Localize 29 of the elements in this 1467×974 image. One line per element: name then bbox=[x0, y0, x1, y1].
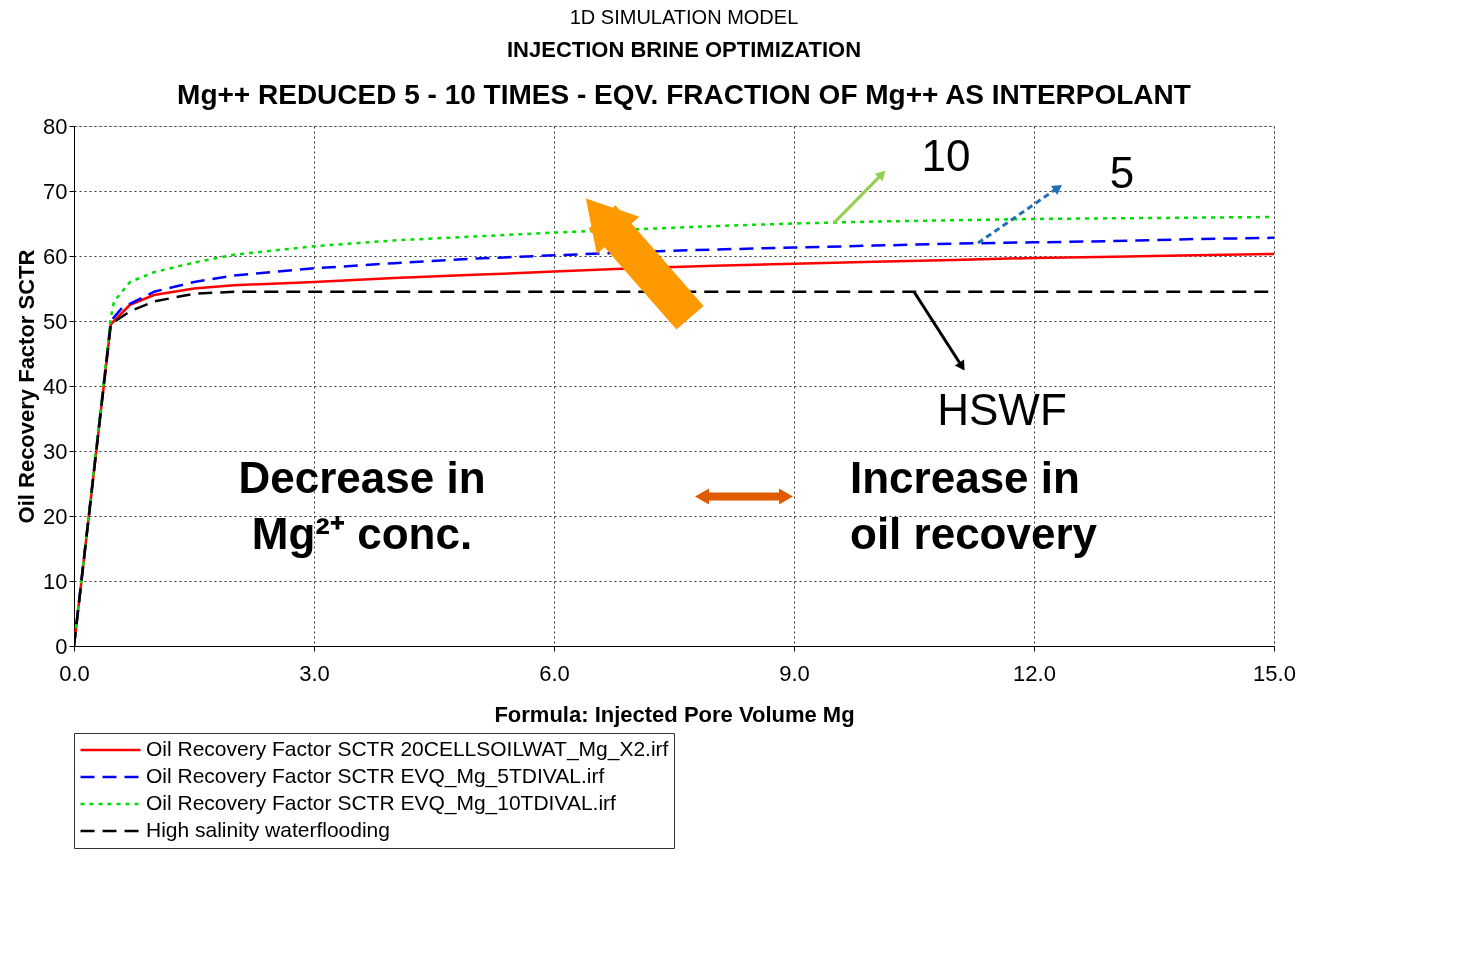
y-tick-label: 30 bbox=[43, 438, 68, 464]
x-tick-label: 0.0 bbox=[59, 660, 90, 686]
legend-label: High salinity waterflooding bbox=[146, 818, 390, 841]
y-tick-label: 60 bbox=[43, 243, 68, 269]
annotation: 5 bbox=[1109, 147, 1135, 197]
annotation: Increase in oil recovery bbox=[850, 453, 1098, 559]
x-tick-label: 6.0 bbox=[539, 660, 570, 686]
y-tick-label: 80 bbox=[43, 113, 68, 139]
x-tick-label: 15.0 bbox=[1253, 660, 1296, 686]
annotation: Decrease in Mg²⁺ conc. bbox=[238, 453, 486, 559]
chart-title: 1D SIMULATION MODEL bbox=[569, 6, 799, 28]
y-tick-label: 50 bbox=[43, 308, 68, 334]
y-tick-label: 40 bbox=[43, 373, 68, 399]
legend-label: Oil Recovery Factor SCTR 20CELLSOILWAT_Mg_X2.irf bbox=[146, 737, 669, 761]
y-tick-label: 70 bbox=[43, 178, 68, 204]
y-tick-label: 0 bbox=[55, 633, 68, 659]
x-tick-label: 3.0 bbox=[299, 660, 330, 686]
chart-subtitle: INJECTION BRINE OPTIMIZATION bbox=[506, 37, 862, 62]
y-tick-label: 10 bbox=[43, 568, 68, 594]
legend-label: Oil Recovery Factor SCTR EVQ_Mg_5TDIVAL.irf bbox=[146, 764, 605, 788]
legend-label: Oil Recovery Factor SCTR EVQ_Mg_10TDIVAL.irf bbox=[146, 791, 617, 815]
annotation: 10 bbox=[921, 130, 971, 180]
y-axis-title: Oil Recovery Factor SCTR bbox=[14, 249, 40, 524]
x-axis-title: Formula: Injected Pore Volume Mg bbox=[494, 701, 855, 727]
x-tick-label: 12.0 bbox=[1013, 660, 1056, 686]
x-tick-label: 9.0 bbox=[779, 660, 810, 686]
text: Mg++ REDUCED 5 - 10 TIMES - EQV. FRACTION OF Mg++ AS INTERPOLANT bbox=[177, 79, 1191, 110]
y-tick-label: 20 bbox=[43, 503, 68, 529]
annotation: HSWF bbox=[937, 385, 1067, 434]
